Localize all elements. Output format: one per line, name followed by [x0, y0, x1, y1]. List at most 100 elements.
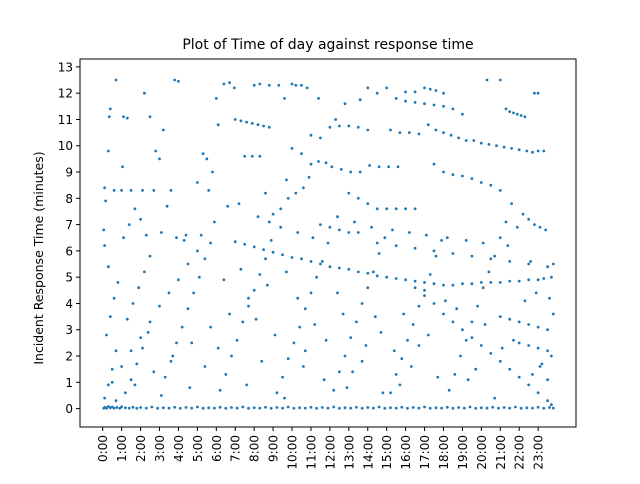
data-point	[531, 373, 534, 376]
data-point	[328, 225, 332, 229]
data-point	[169, 189, 173, 192]
data-point	[336, 291, 339, 295]
plot-frame	[79, 58, 577, 428]
data-point	[245, 383, 249, 387]
data-point	[461, 282, 464, 286]
data-point	[498, 236, 502, 240]
data-point	[387, 165, 390, 169]
data-point	[173, 78, 177, 82]
data-point	[245, 120, 249, 124]
data-point	[239, 267, 243, 271]
data-point	[110, 367, 114, 371]
data-point	[345, 386, 349, 389]
data-point	[451, 107, 455, 111]
x-tick-label: 2:00	[134, 435, 148, 462]
data-point	[224, 373, 228, 376]
data-point	[233, 118, 237, 121]
data-point	[495, 144, 498, 148]
data-point	[523, 299, 527, 303]
data-point	[311, 236, 315, 240]
data-point	[303, 406, 307, 410]
data-point	[143, 270, 146, 274]
data-point	[423, 294, 426, 297]
data-point	[536, 391, 540, 395]
data-point	[398, 131, 402, 135]
y-tick-label: 8	[65, 192, 73, 206]
data-point	[432, 103, 436, 107]
data-point	[404, 278, 407, 282]
x-tick-label: 13:00	[342, 435, 356, 470]
x-tick-label: 0:00	[96, 435, 110, 462]
data-point	[434, 89, 438, 92]
data-point	[527, 217, 531, 221]
data-point	[326, 406, 330, 410]
x-tick-label: 14:00	[361, 435, 375, 470]
x-tick-label: 11:00	[305, 435, 319, 470]
data-point	[451, 320, 455, 324]
data-point	[258, 154, 262, 158]
data-point	[406, 406, 409, 410]
x-tick-label: 19:00	[456, 435, 470, 470]
data-point	[104, 199, 107, 203]
data-point	[135, 362, 139, 366]
data-point	[267, 125, 271, 129]
data-point	[247, 406, 250, 410]
data-point	[286, 357, 290, 361]
data-point	[177, 79, 180, 83]
data-point	[258, 82, 262, 86]
data-point	[519, 114, 523, 117]
data-point	[320, 260, 324, 263]
data-point	[389, 391, 392, 395]
data-point	[408, 131, 411, 135]
data-point	[413, 246, 417, 250]
data-point	[360, 406, 364, 410]
data-point	[226, 204, 230, 208]
data-point	[497, 406, 500, 410]
data-point	[472, 139, 476, 142]
data-point	[160, 231, 163, 234]
data-point	[207, 406, 211, 410]
data-point	[428, 273, 432, 276]
data-point	[271, 212, 275, 216]
data-point	[392, 349, 396, 353]
data-point	[300, 83, 303, 87]
data-point	[508, 367, 512, 371]
data-point	[247, 296, 250, 300]
data-point	[510, 202, 513, 206]
data-point	[487, 270, 491, 274]
data-point	[517, 341, 521, 345]
data-point	[423, 405, 426, 409]
data-point	[394, 373, 398, 376]
data-point	[286, 196, 290, 200]
data-point	[309, 405, 313, 409]
data-point	[201, 152, 205, 156]
data-point	[536, 91, 540, 95]
data-point	[434, 254, 438, 258]
data-point	[122, 236, 125, 240]
data-point	[124, 406, 127, 410]
data-point	[525, 406, 529, 410]
data-point	[294, 83, 298, 87]
data-point	[468, 405, 472, 409]
data-point	[124, 391, 127, 395]
data-point	[197, 275, 201, 279]
data-point	[413, 279, 417, 283]
data-point	[502, 145, 506, 149]
data-point	[517, 375, 521, 379]
data-point	[546, 399, 549, 403]
x-tick-label: 20:00	[475, 435, 489, 470]
data-point	[258, 406, 262, 410]
data-point	[479, 281, 483, 284]
data-point	[548, 296, 551, 300]
data-point	[120, 189, 123, 192]
y-tick-label: 12	[58, 87, 73, 101]
x-tick-label: 15:00	[380, 435, 394, 470]
data-point	[440, 406, 443, 410]
data-point	[143, 91, 146, 95]
data-point	[290, 82, 294, 86]
data-point	[324, 161, 328, 165]
data-point	[120, 365, 123, 368]
data-point	[116, 281, 120, 284]
data-point	[300, 152, 303, 156]
data-point	[432, 302, 436, 305]
